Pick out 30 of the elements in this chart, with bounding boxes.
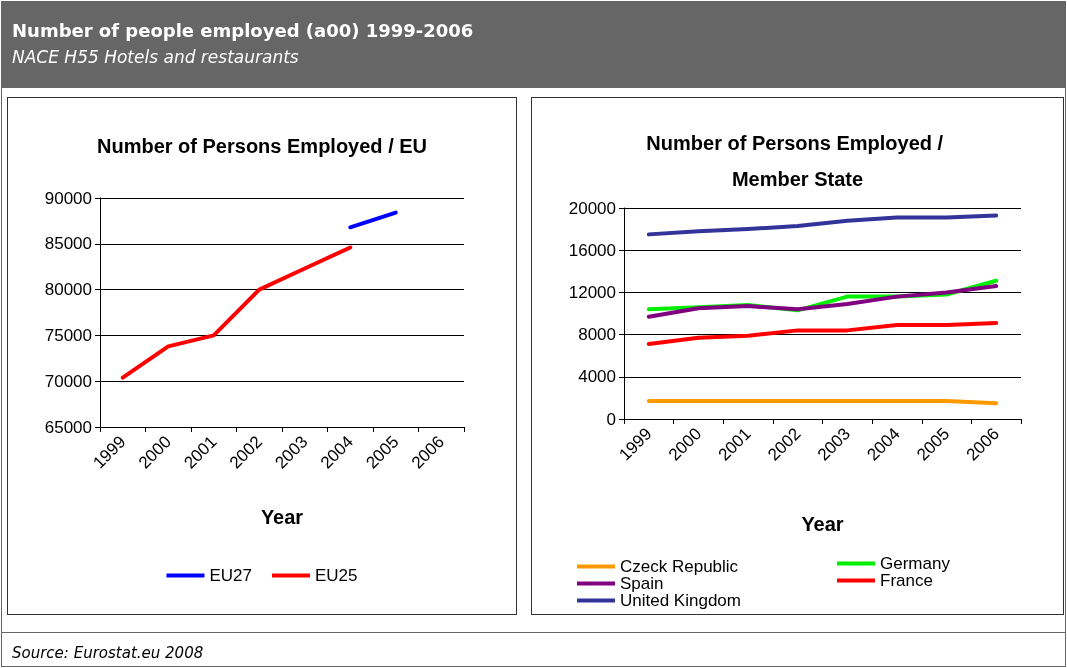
x-axis-title: Year xyxy=(260,506,304,528)
y-tick-label: 85000 xyxy=(44,234,92,254)
legend-label: Czeck Republic xyxy=(620,557,739,576)
text: NACE H55 Hotels and restaurants xyxy=(12,47,299,67)
y-tick-label: 80000 xyxy=(44,280,92,300)
text: Number of people employed (a00) 1999-2006 xyxy=(12,20,474,41)
y-tick-label: 20000 xyxy=(568,198,616,218)
y-tick-label: 70000 xyxy=(44,371,92,391)
y-tick-label: 90000 xyxy=(44,188,92,208)
line-series xyxy=(646,284,999,319)
legend-label: United Kingdom xyxy=(620,591,741,610)
line-series xyxy=(646,321,999,347)
legend-label: Germany xyxy=(880,554,951,573)
x-axis-title: Year xyxy=(801,513,844,535)
source-note: Source: Eurostat.eu 2008 xyxy=(12,644,204,662)
chart-title: Number of Persons Employed / Member State xyxy=(646,132,949,190)
y-tick-label: 12000 xyxy=(568,282,616,302)
y-tick-label: 8000 xyxy=(578,325,616,345)
y-tick-label: 16000 xyxy=(568,240,616,260)
y-tick-label: 0 xyxy=(606,409,616,429)
line-series xyxy=(120,245,353,380)
line-series xyxy=(646,213,999,237)
legend-label: France xyxy=(880,571,933,590)
chart-title: Number of Persons Employed / EU xyxy=(96,135,428,157)
y-tick-label: 75000 xyxy=(44,325,92,345)
y-tick-label: 4000 xyxy=(578,367,616,387)
legend-label: Spain xyxy=(620,574,664,593)
legend-label: EU25 xyxy=(315,566,358,585)
y-tick-label: 65000 xyxy=(44,417,92,437)
legend-label: EU27 xyxy=(209,566,253,585)
